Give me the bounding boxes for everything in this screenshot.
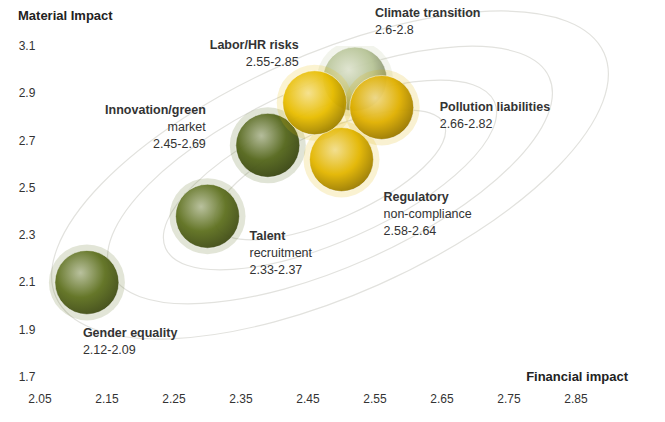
bubbles [49, 46, 420, 320]
chart: 1.7 1.9 2.1 2.3 2.5 2.7 2.9 3.1 2.05 2.15 2.25 2.35… [0, 0, 665, 422]
x-tick-label: 2.45 [296, 392, 320, 406]
y-tick-label: 3.1 [19, 39, 36, 53]
range-label: 2.66-2.82 [440, 117, 493, 131]
x-tick-label: 2.75 [497, 392, 521, 406]
x-axis-title: Financial impact [526, 369, 629, 384]
ring [73, 0, 586, 357]
point-label: Labor/HR risks [210, 38, 299, 52]
rings [7, 0, 653, 407]
halo [49, 244, 125, 320]
point-label: Innovation/green [105, 103, 206, 117]
halo [344, 69, 420, 145]
point-label: Talent [250, 229, 287, 243]
range-label: 2.55-2.85 [246, 55, 299, 69]
point-label: non-compliance [384, 207, 472, 221]
range-label: 2.58-2.64 [384, 224, 437, 238]
y-tick-label: 2.9 [19, 86, 36, 100]
point-label: market [168, 120, 207, 134]
halo [277, 65, 353, 141]
x-tick-label: 2.55 [363, 392, 387, 406]
bubble [350, 75, 414, 139]
range-label: 2.12-2.09 [83, 343, 136, 357]
point-label: Regulatory [384, 190, 449, 204]
x-tick-label: 2.85 [564, 392, 588, 406]
x-tick-label: 2.15 [95, 392, 119, 406]
bubble [55, 250, 119, 314]
y-tick-label: 2.1 [19, 275, 36, 289]
point-label: Climate transition [375, 6, 481, 20]
point-label: recruitment [250, 246, 313, 260]
x-tick-label: 2.35 [229, 392, 253, 406]
point-label: Pollution liabilities [440, 100, 550, 114]
y-tick-label: 2.3 [19, 228, 36, 242]
bubble [176, 184, 240, 248]
ring [7, 0, 653, 407]
y-tick-label: 1.9 [19, 323, 36, 337]
range-label: 2.6-2.8 [375, 23, 414, 37]
y-tick-label: 2.5 [19, 181, 36, 195]
bubble [283, 71, 347, 135]
point-label: Gender equality [83, 326, 178, 340]
y-tick-label: 2.7 [19, 134, 36, 148]
range-label: 2.45-2.69 [153, 137, 206, 151]
x-tick-label: 2.05 [28, 392, 52, 406]
range-label: 2.33-2.37 [250, 263, 303, 277]
y-tick-label: 1.7 [19, 370, 36, 384]
y-axis-title: Material Impact [18, 8, 113, 23]
x-tick-label: 2.65 [430, 392, 454, 406]
ring [139, 41, 522, 308]
halo [170, 178, 246, 254]
x-tick-label: 2.25 [162, 392, 186, 406]
